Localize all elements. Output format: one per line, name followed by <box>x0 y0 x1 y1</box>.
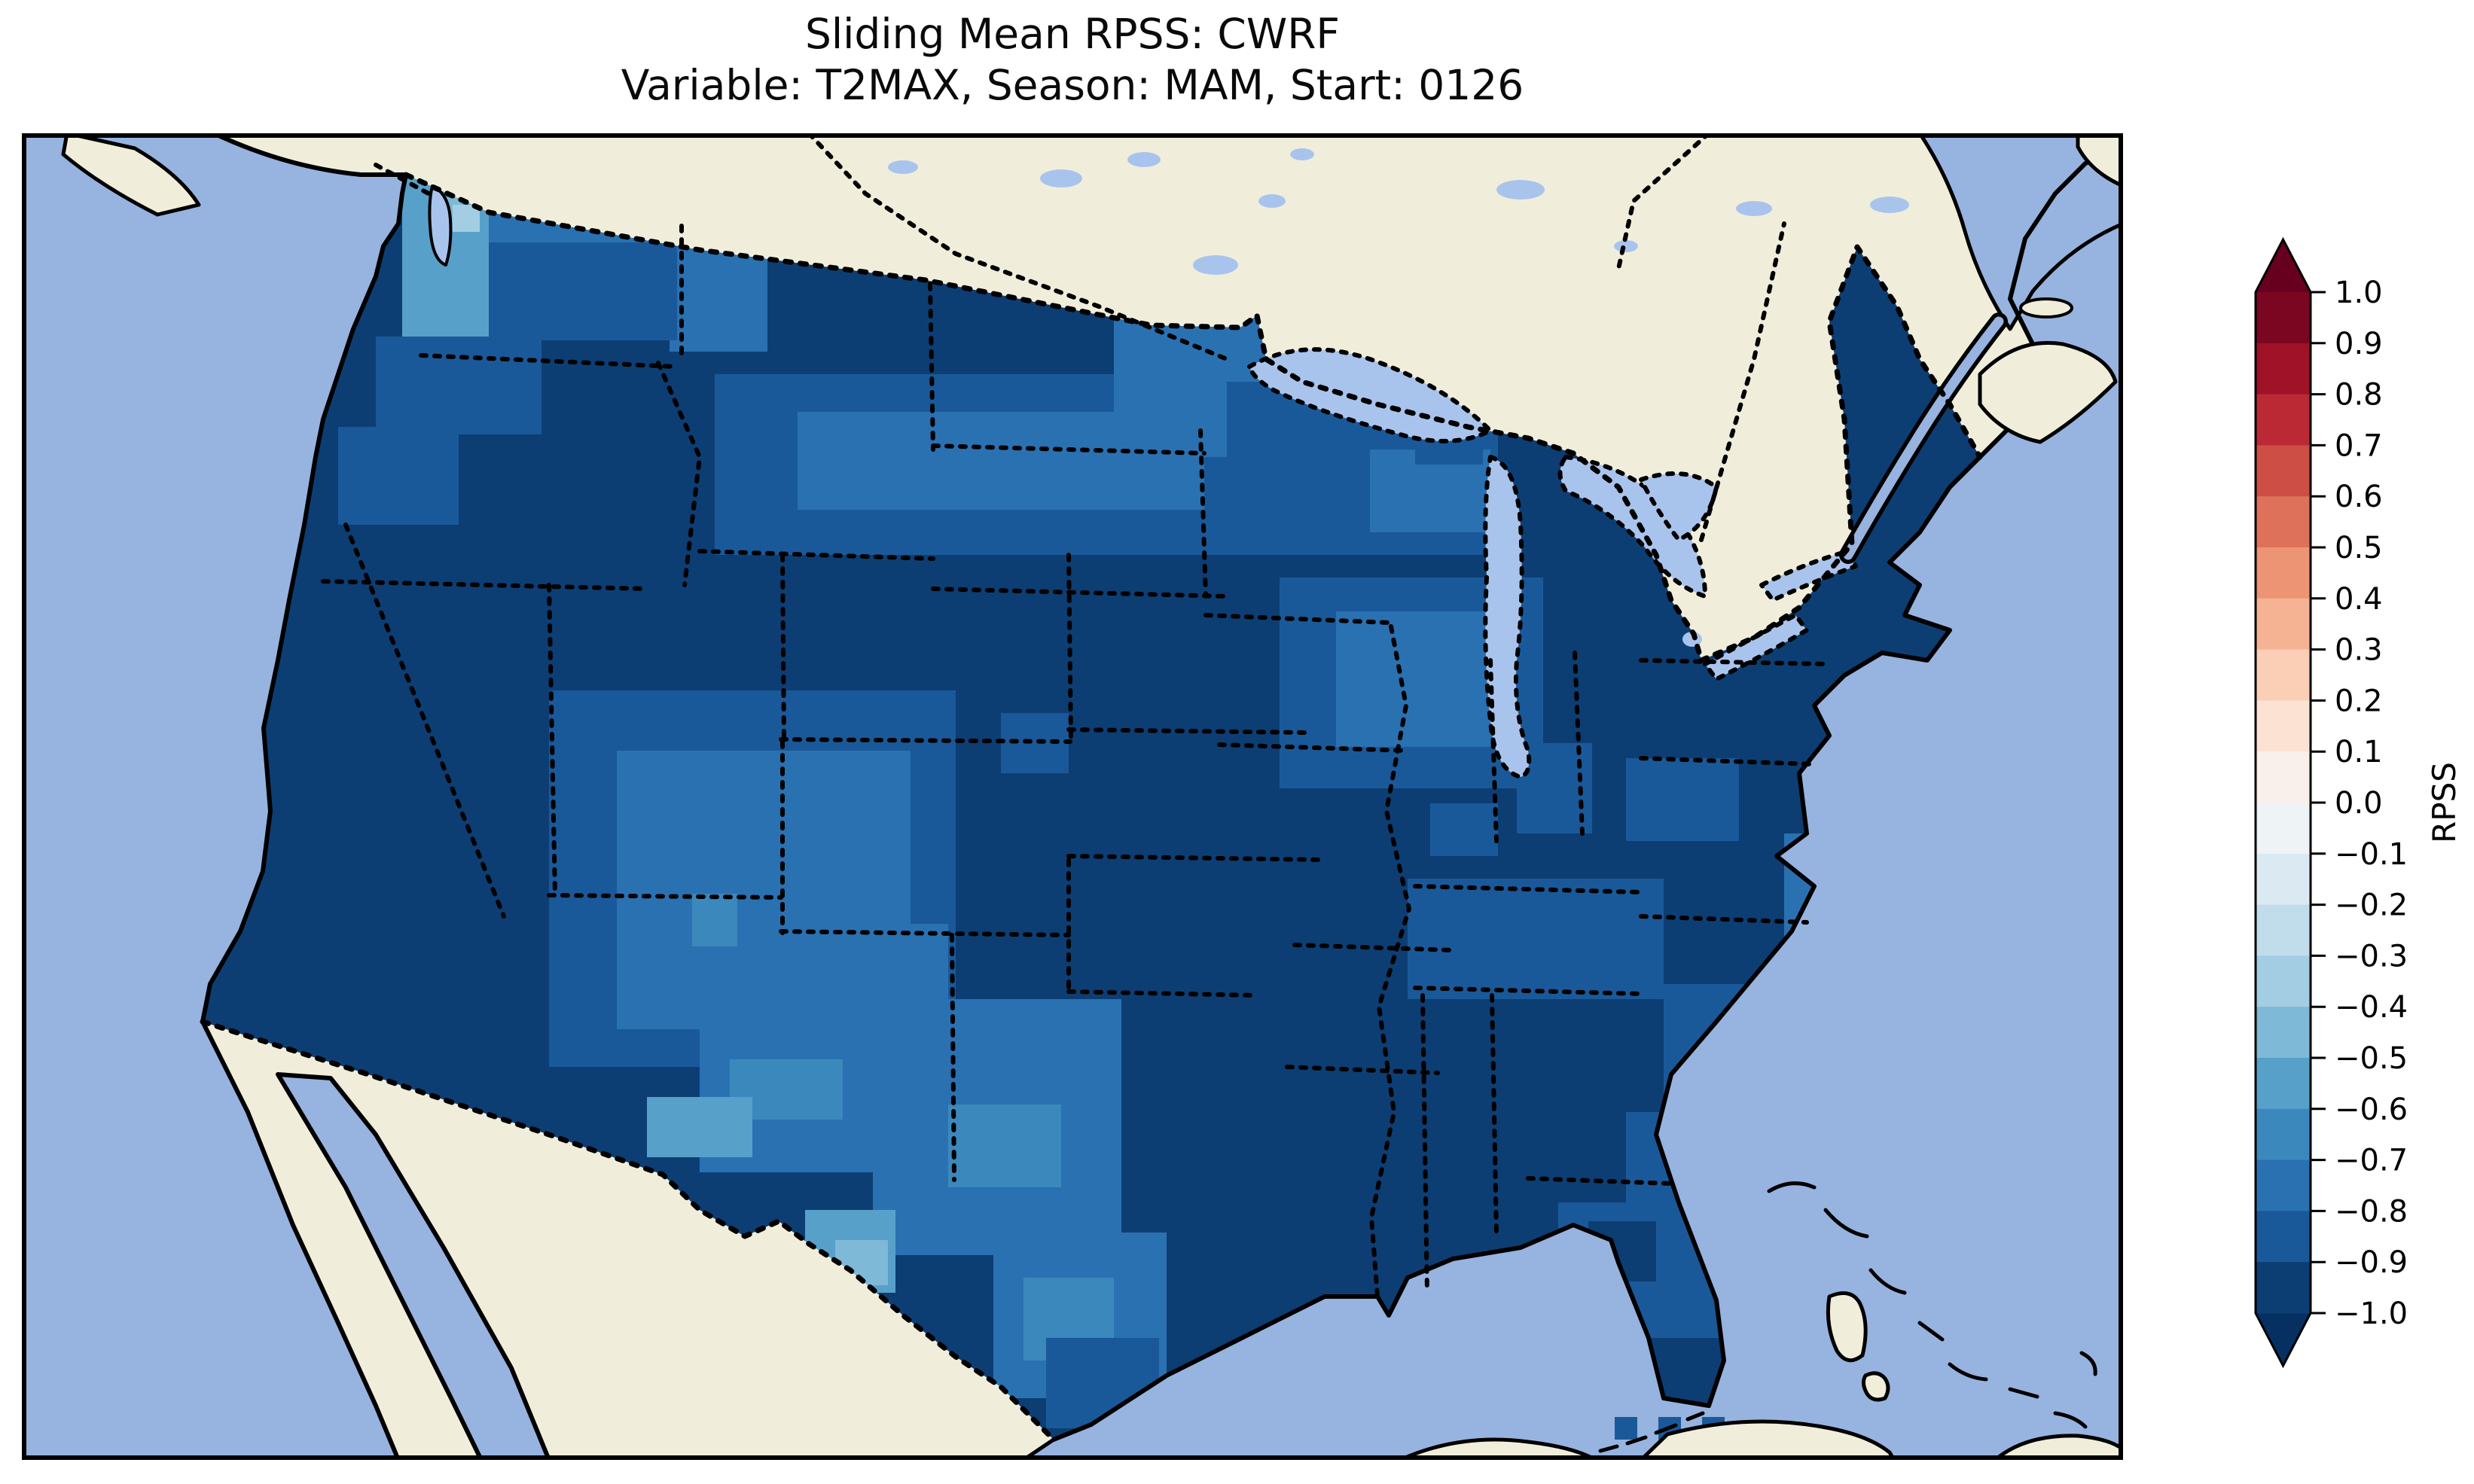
state-borders <box>321 224 1832 1299</box>
colorbar-tick-label: −0.2 <box>2335 888 2408 923</box>
colorbar-cell <box>2256 700 2311 752</box>
colorbar-under-arrow <box>2256 1313 2311 1366</box>
colorbar-cell <box>2256 343 2311 395</box>
canada-lakes <box>888 148 1909 275</box>
atlantic-gulf-coastline <box>1051 455 1982 1442</box>
colorbar-cell <box>2256 1211 2311 1263</box>
prince-edward-island <box>2019 297 2073 318</box>
yucatan-sliver <box>1398 1437 1598 1460</box>
map-axes <box>22 133 2123 1460</box>
colorbar-cell <box>2256 955 2311 1007</box>
canada-province-borders <box>807 133 1786 542</box>
st-lawrence-river <box>1843 316 2004 560</box>
rpss-cell <box>1336 611 1509 747</box>
rpss-cell <box>338 427 459 525</box>
colorbar-tick-label: −0.4 <box>2335 990 2408 1025</box>
colorbar-tick-label: −0.9 <box>2335 1245 2408 1280</box>
colorbar-cell <box>2256 394 2311 446</box>
rpss-cell <box>376 337 541 434</box>
colorbar-tick-label: 0.7 <box>2335 428 2383 463</box>
cuba-west <box>1639 1419 1896 1460</box>
us-mexico-border <box>200 1019 1057 1443</box>
canada-bc-coastline <box>212 133 408 177</box>
rpss-cell <box>948 1105 1061 1187</box>
colorbar-cell <box>2256 803 2311 855</box>
colorbar-cell <box>2256 547 2311 599</box>
colorbar-tick-label: 0.9 <box>2335 327 2383 361</box>
colorbar: 1.0 0.9 0.8 0.7 0.6 0.5 0.4 0.3 0.2 0.1 0.0 −0.1 −0.… <box>2229 222 2474 1397</box>
colorbar-tick-label: −0.3 <box>2335 939 2408 974</box>
colorbar-cell <box>2256 1262 2311 1314</box>
colorbar-cell <box>2256 649 2311 701</box>
colorbar-axis-label: RPSS <box>2426 762 2463 843</box>
colorbar-tick-label: 0.6 <box>2335 480 2383 514</box>
colorbar-svg: 1.0 0.9 0.8 0.7 0.6 0.5 0.4 0.3 0.2 0.1 0.0 −0.1 −0.… <box>2254 236 2463 1369</box>
colorbar-cell <box>2256 496 2311 548</box>
great-lakes <box>1247 347 1858 779</box>
lake-superior <box>1247 347 1493 443</box>
colorbar-tick-label: −0.5 <box>2335 1041 2408 1076</box>
gulf-of-california <box>278 1074 549 1460</box>
rpss-cell <box>1408 879 1664 999</box>
colorbar-cell <box>2256 445 2311 497</box>
rpss-cell <box>453 205 480 232</box>
juan-de-fuca-border <box>374 163 431 196</box>
colorbar-tick-label: 0.1 <box>2335 735 2383 769</box>
colorbar-tick-label: 1.0 <box>2335 276 2383 310</box>
colorbar-cell <box>2256 292 2311 344</box>
gulf-of-california-coastline <box>276 1072 551 1460</box>
rpss-cell <box>1430 803 1498 856</box>
axes-frame <box>22 133 2123 1460</box>
colorbar-cell <box>2256 1007 2311 1059</box>
colorbar-tick-label: 0.8 <box>2335 378 2383 413</box>
gulf-of-st-lawrence <box>1917 133 2123 331</box>
rpss-cell <box>647 1097 752 1157</box>
figure-title: Sliding Mean RPSS: CWRF <box>804 10 1341 58</box>
map-svg <box>22 133 2123 1460</box>
mexico-pacific-coastline <box>200 1019 401 1460</box>
colorbar-tick-label: −0.6 <box>2335 1092 2408 1127</box>
lake-st-clair <box>1682 632 1702 647</box>
colorbar-tick-label: 0.0 <box>2335 786 2383 821</box>
colorbar-cell <box>2256 598 2311 651</box>
colorbar-cell <box>2256 1058 2311 1110</box>
pacific-coastline <box>200 172 408 1024</box>
figure-subtitle: Variable: T2MAX, Season: MAM, Start: 012… <box>621 61 1524 109</box>
colorbar-over-arrow <box>2256 239 2311 292</box>
colorbar-cell <box>2256 1159 2311 1211</box>
rpss-cell <box>1615 1417 1637 1440</box>
colorbar-tick-label: 0.2 <box>2335 684 2383 718</box>
georgian-bay <box>1639 471 1719 542</box>
us-canada-border <box>403 172 1983 663</box>
colorbar-cell <box>2256 904 2311 956</box>
colorbar-cell <box>2256 751 2311 803</box>
puget-sound <box>428 184 453 267</box>
rpss-cell <box>1626 758 1739 841</box>
vancouver-island <box>61 133 201 217</box>
colorbar-tick-label: 0.4 <box>2335 582 2383 617</box>
colorbar-tick-label: −0.7 <box>2335 1144 2408 1178</box>
nova-scotia <box>1978 340 2118 444</box>
atlantic-gulf-ocean <box>1023 148 2123 1460</box>
rpss-cell <box>489 242 677 340</box>
colorbar-cell <box>2256 853 2311 906</box>
colorbar-tick-label: 0.5 <box>2335 531 2383 565</box>
colorbar-tick-label: 0.3 <box>2335 633 2383 668</box>
colorbar-tick-label: −1.0 <box>2335 1297 2408 1331</box>
colorbar-tick-label: −0.1 <box>2335 837 2408 872</box>
lake-michigan <box>1483 455 1532 779</box>
pacific-ocean <box>22 133 406 1460</box>
florida-keys <box>1598 1411 1705 1453</box>
colorbar-tick-label: −0.8 <box>2335 1194 2408 1229</box>
rpss-cell <box>692 894 737 946</box>
bahamas-islands <box>1767 1181 2097 1429</box>
colorbar-cell <box>2256 1108 2311 1161</box>
